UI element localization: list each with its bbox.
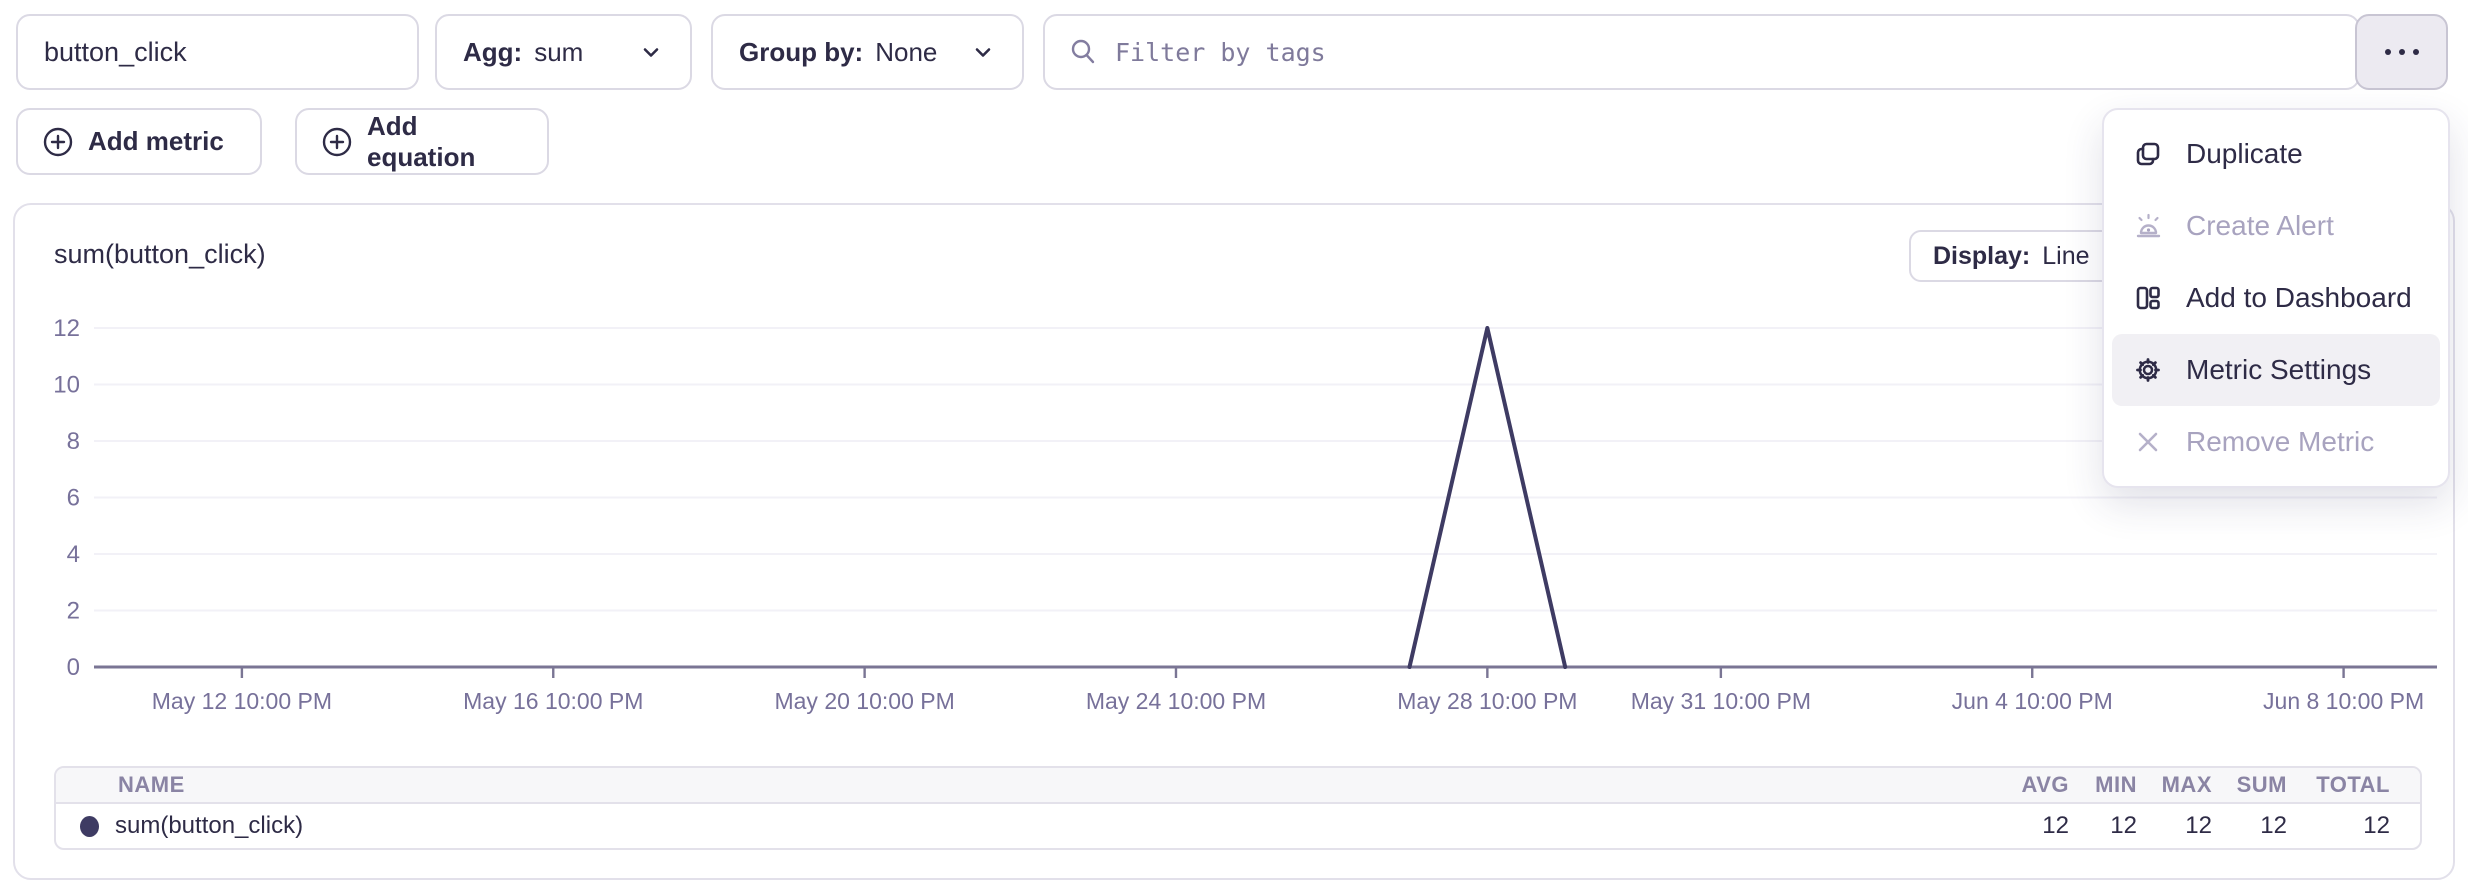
menu-item-label: Create Alert — [2186, 210, 2334, 241]
svg-text:May 12 10:00 PM: May 12 10:00 PM — [152, 688, 332, 714]
ellipsis-icon — [2382, 46, 2422, 58]
svg-text:May 24 10:00 PM: May 24 10:00 PM — [1086, 688, 1266, 714]
group-by-value: None — [875, 36, 938, 67]
plus-circle-icon — [42, 126, 74, 158]
aggregation-value: sum — [534, 36, 584, 67]
menu-item-label: Duplicate — [2186, 138, 2303, 169]
more-options-button[interactable] — [2355, 14, 2448, 90]
plus-circle-icon — [321, 126, 353, 158]
svg-text:May 20 10:00 PM: May 20 10:00 PM — [774, 688, 954, 714]
add-metric-label: Add metric — [88, 126, 224, 156]
menu-item-label: Add to Dashboard — [2186, 282, 2412, 313]
chart-panel: sum(button_click) Display: Line 0 2 4 6 8 10 1… — [13, 203, 2455, 880]
chevron-down-icon — [970, 39, 996, 65]
series-avg: 12 — [2042, 812, 2069, 839]
metric-name-input[interactable] — [16, 14, 419, 90]
column-header-total: TOTAL — [2316, 772, 2390, 797]
menu-item-label: Remove Metric — [2186, 426, 2375, 457]
menu-item-create-alert[interactable]: Create Alert — [2112, 190, 2440, 262]
duplicate-icon — [2132, 138, 2164, 170]
svg-text:May 28 10:00 PM: May 28 10:00 PM — [1397, 688, 1577, 714]
table-header-row: NAME AVG MIN MAX SUM TOTAL — [56, 768, 2420, 804]
series-color-dot — [80, 815, 99, 837]
svg-text:8: 8 — [67, 428, 80, 455]
chart-title: sum(button_click) — [54, 239, 266, 269]
tag-filter-field — [1043, 14, 2360, 90]
svg-text:Jun 4 10:00 PM: Jun 4 10:00 PM — [1952, 688, 2113, 714]
display-value: Line — [2042, 241, 2090, 270]
series-name: sum(button_click) — [115, 812, 304, 839]
group-by-label: Group by: — [739, 36, 864, 67]
tag-filter-input[interactable] — [1115, 37, 2336, 67]
menu-item-add-to-dashboard[interactable]: Add to Dashboard — [2112, 262, 2440, 334]
add-equation-button[interactable]: Add equation — [295, 108, 549, 175]
svg-text:10: 10 — [53, 372, 80, 399]
series-max: 12 — [2185, 812, 2212, 839]
menu-item-metric-settings[interactable]: Metric Settings — [2112, 334, 2440, 406]
alert-icon — [2132, 210, 2164, 242]
add-equation-label: Add equation — [367, 110, 476, 172]
svg-text:May 16 10:00 PM: May 16 10:00 PM — [463, 688, 643, 714]
svg-text:0: 0 — [67, 654, 80, 681]
svg-text:2: 2 — [67, 598, 80, 625]
menu-item-duplicate[interactable]: Duplicate — [2112, 118, 2440, 190]
search-icon — [1067, 36, 1099, 68]
close-icon — [2132, 426, 2164, 458]
svg-text:Jun 8 10:00 PM: Jun 8 10:00 PM — [2263, 688, 2424, 714]
aggregation-dropdown[interactable]: Agg: sum — [435, 14, 692, 90]
series-min: 12 — [2110, 812, 2137, 839]
display-label: Display: — [1933, 241, 2031, 270]
column-header-min: MIN — [2095, 772, 2137, 797]
table-row[interactable]: sum(button_click) 12 12 12 12 12 — [56, 804, 2420, 848]
column-header-name: NAME — [118, 772, 185, 797]
menu-item-label: Metric Settings — [2186, 354, 2372, 385]
svg-text:May 31 10:00 PM: May 31 10:00 PM — [1631, 688, 1811, 714]
column-header-avg: AVG — [2021, 772, 2069, 797]
dashboard-icon — [2132, 282, 2164, 314]
svg-text:12: 12 — [53, 315, 80, 342]
line-chart[interactable]: 0 2 4 6 8 10 12 May 12 10:00 PM May 16 10:00 PM M… — [15, 295, 2457, 735]
svg-text:6: 6 — [67, 485, 80, 512]
add-metric-button[interactable]: Add metric — [16, 108, 262, 175]
aggregation-label: Agg: — [463, 36, 523, 67]
column-header-max: MAX — [2161, 772, 2212, 797]
svg-text:4: 4 — [67, 541, 80, 568]
gear-icon — [2132, 354, 2164, 386]
column-header-sum: SUM — [2236, 772, 2287, 797]
group-by-dropdown[interactable]: Group by: None — [711, 14, 1024, 90]
context-menu: Duplicate Create Alert Add to Dashboard — [2102, 108, 2450, 488]
series-stats-table: NAME AVG MIN MAX SUM TOTAL sum(button_cl… — [54, 766, 2422, 850]
menu-item-remove-metric[interactable]: Remove Metric — [2112, 406, 2440, 478]
series-sum: 12 — [2260, 812, 2287, 839]
series-total: 12 — [2363, 812, 2390, 839]
chevron-down-icon — [638, 39, 664, 65]
